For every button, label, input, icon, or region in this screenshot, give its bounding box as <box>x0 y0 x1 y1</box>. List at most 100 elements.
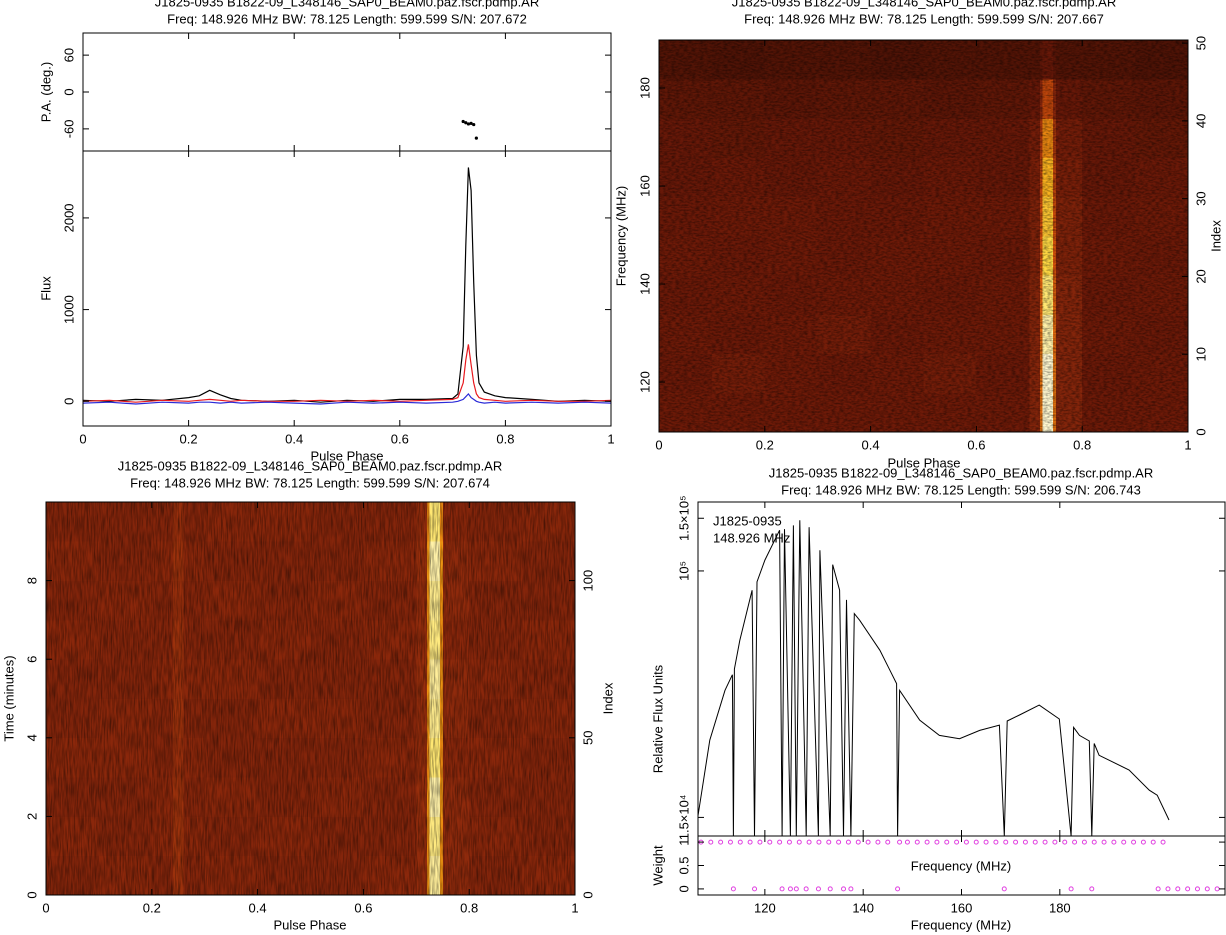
weight-point <box>1194 886 1200 892</box>
y2-tick-label: 0 <box>580 891 595 898</box>
axes-frame <box>658 39 1189 433</box>
chart-subtitle: Freq: 148.926 MHz BW: 78.125 Length: 599… <box>781 482 1141 497</box>
weight-point <box>954 839 960 845</box>
y-tick-label: -60 <box>61 119 76 138</box>
weight-point <box>1001 886 1007 892</box>
x-tick-label: 1 <box>571 900 578 915</box>
weight-point <box>816 839 822 845</box>
weight-point <box>1204 886 1210 892</box>
x-axis-label: Pulse Phase <box>311 448 384 463</box>
y-tick-label: 0 <box>676 885 691 892</box>
x-tick-label: 0.2 <box>143 900 161 915</box>
weight-point <box>1175 886 1181 892</box>
x-tick-label: 0.4 <box>862 437 880 452</box>
weight-point <box>1140 839 1146 845</box>
chart-title: J1825-0935 B1822-09_L348146_SAP0_BEAM0.p… <box>732 0 1116 9</box>
pa-point <box>472 122 476 127</box>
weight-point <box>1032 839 1038 845</box>
x-axis-label: Frequency (MHz) <box>911 917 1011 932</box>
weight-point <box>777 839 783 845</box>
weight-point <box>796 839 802 845</box>
y-axis-label: Flux <box>38 276 53 301</box>
y-axis-label: Weight <box>650 845 665 886</box>
bandpass-line <box>698 520 1170 836</box>
weight-point <box>787 886 793 892</box>
weight-point <box>885 839 891 845</box>
weight-point <box>1022 839 1028 845</box>
y-tick-label: 4 <box>24 734 39 741</box>
profile-line <box>83 167 611 403</box>
x-tick-label: 0.6 <box>967 437 985 452</box>
y2-tick-label: 50 <box>580 731 595 745</box>
weight-point <box>757 839 763 845</box>
weight-point <box>914 839 920 845</box>
pa-point <box>474 136 478 140</box>
weight-point <box>1155 886 1161 892</box>
x-tick-label: 0 <box>79 431 86 446</box>
y-tick-label: 0.5 <box>676 856 691 874</box>
y-tick-label: 0 <box>61 398 76 405</box>
y-tick-label: 0 <box>24 891 39 898</box>
y-tick-label: 60 <box>61 48 76 62</box>
weight-point <box>993 839 999 845</box>
weight-point <box>1185 886 1191 892</box>
profile-line <box>83 344 611 403</box>
x-axis-label: Pulse Phase <box>274 917 347 932</box>
x-tick-label: 0.8 <box>496 431 514 446</box>
x-tick-label: 120 <box>754 900 776 915</box>
weight-point <box>1101 839 1107 845</box>
x-tick-label: 1 <box>1184 437 1191 452</box>
y-axis-label: P.A. (deg.) <box>38 62 53 122</box>
x-tick-label: 0.6 <box>354 900 372 915</box>
weight-point <box>718 839 724 845</box>
weight-point <box>845 839 851 845</box>
annotation: 148.926 MHz <box>713 530 790 545</box>
y-tick-label: 180 <box>637 77 652 99</box>
weight-point <box>779 886 785 892</box>
noise-texture <box>659 40 1188 432</box>
weight-point <box>934 839 940 845</box>
x-tick-label: 0.2 <box>180 431 198 446</box>
weight-point <box>1062 839 1068 845</box>
weight-point <box>1111 839 1117 845</box>
x-tick-label: 0.6 <box>391 431 409 446</box>
x-tick-label: 140 <box>852 900 874 915</box>
x-axis-label: Pulse Phase <box>888 455 961 470</box>
pa-point <box>461 119 465 124</box>
weight-point <box>944 839 950 845</box>
weight-point <box>865 839 871 845</box>
x-tick-label: 1 <box>607 431 614 446</box>
x-tick-label: 160 <box>951 900 973 915</box>
weight-point <box>848 886 854 892</box>
y-tick-label: 140 <box>637 273 652 295</box>
weight-point <box>1072 839 1078 845</box>
weight-point <box>904 839 910 845</box>
weight-point <box>827 886 833 892</box>
weight-point <box>855 839 861 845</box>
weight-point <box>730 886 736 892</box>
weight-point <box>793 886 799 892</box>
weight-point <box>708 839 714 845</box>
profile-line <box>83 392 611 405</box>
axes-frame <box>82 150 612 427</box>
noise-texture <box>46 502 575 895</box>
y2-tick-label: 0 <box>1193 428 1208 435</box>
chart-subtitle: Freq: 148.926 MHz BW: 78.125 Length: 599… <box>167 11 527 26</box>
x-tick-label: 0.2 <box>756 437 774 452</box>
weight-point <box>767 839 773 845</box>
x-tick-label: 0 <box>42 900 49 915</box>
y-tick-label: 160 <box>637 175 652 197</box>
chart-title: J1825-0935 B1822-09_L348146_SAP0_BEAM0.p… <box>155 0 539 9</box>
weight-point <box>1013 839 1019 845</box>
y-tick-label: 120 <box>637 371 652 393</box>
y2-tick-label: 50 <box>1193 36 1208 50</box>
weight-point <box>1081 839 1087 845</box>
y-tick-label: 6 <box>24 656 39 663</box>
weight-point <box>752 886 758 892</box>
y2-tick-label: 40 <box>1193 114 1208 128</box>
chart-subtitle: Freq: 148.926 MHz BW: 78.125 Length: 599… <box>744 11 1104 26</box>
weight-point <box>924 839 930 845</box>
